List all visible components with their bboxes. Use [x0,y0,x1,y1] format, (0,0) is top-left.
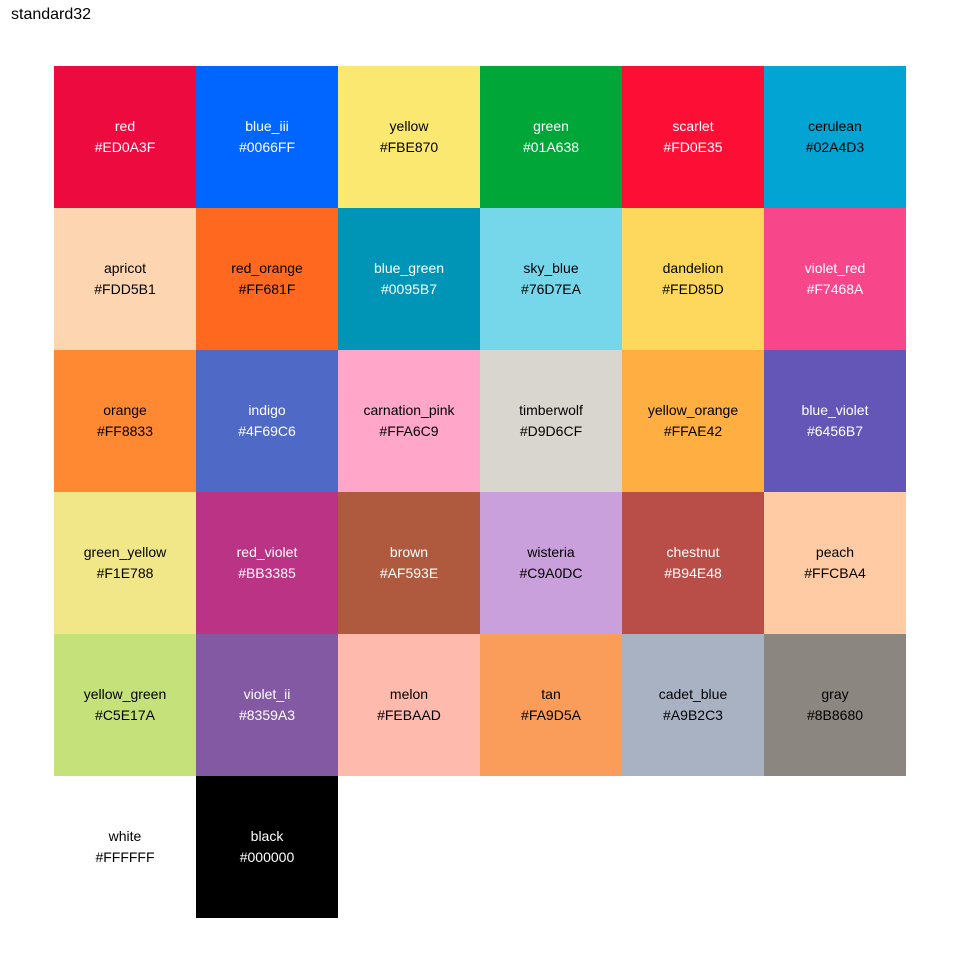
swatch-melon: melon #FEBAAD [338,634,480,776]
swatch-name: green_yellow [83,544,167,560]
swatch-name: sky_blue [523,260,579,276]
swatch-name: blue_violet [801,402,869,418]
swatch-name: indigo [248,402,286,418]
swatch-hex: #BB3385 [238,565,296,581]
swatch-name: peach [815,544,855,560]
swatch-name: wisteria [527,544,575,560]
swatch-tan: tan #FA9D5A [480,634,622,776]
swatch-hex: #FFCBA4 [804,565,866,581]
swatch-hex: #B94E48 [664,565,722,581]
swatch-peach: peach #FFCBA4 [764,492,906,634]
swatch-hex: #FFA6C9 [379,423,439,439]
swatch-name: blue_green [373,260,445,276]
swatch-hex: #C5E17A [95,707,155,723]
swatch-grid: red #ED0A3F blue_iii #0066FF yellow #FBE870 gr… [54,66,906,918]
swatch-name: cadet_blue [658,686,728,702]
swatch-name: yellow_orange [647,402,739,418]
swatch-name: brown [389,544,429,560]
swatch-hex: #AF593E [379,565,439,581]
swatch-violet-ii: violet_ii #8359A3 [196,634,338,776]
swatch-name: blue_iii [245,118,289,134]
swatch-hex: #FDD5B1 [94,281,156,297]
swatch-name: scarlet [672,118,714,134]
swatch-hex: #FA9D5A [521,707,581,723]
swatch-brown: brown #AF593E [338,492,480,634]
swatch-name: carnation_pink [363,402,455,418]
swatch-name: tan [541,686,561,702]
swatch-yellow-green: yellow_green #C5E17A [54,634,196,776]
swatch-hex: #F7468A [806,281,864,297]
swatch-yellow-orange: yellow_orange #FFAE42 [622,350,764,492]
swatch-carnation-pink: carnation_pink #FFA6C9 [338,350,480,492]
swatch-hex: #6456B7 [806,423,864,439]
swatch-blue-iii: blue_iii #0066FF [196,66,338,208]
swatch-apricot: apricot #FDD5B1 [54,208,196,350]
swatch-name: timberwolf [519,402,583,418]
swatch-hex: #FFAE42 [663,423,723,439]
swatch-name: cerulean [808,118,862,134]
swatch-hex: #8359A3 [238,707,296,723]
swatch-hex: #4F69C6 [238,423,296,439]
swatch-hex: #A9B2C3 [663,707,723,723]
swatch-black: black #000000 [196,776,338,918]
swatch-hex: #02A4D3 [805,139,865,155]
swatch-name: green [533,118,569,134]
swatch-white: white #FFFFFF [54,776,196,918]
swatch-name: white [108,828,142,844]
swatch-hex: #76D7EA [521,281,581,297]
swatch-red-orange: red_orange #FF681F [196,208,338,350]
swatch-hex: #000000 [239,849,295,865]
swatch-hex: #FD0E35 [663,139,723,155]
swatch-name: yellow_green [83,686,167,702]
swatch-red-violet: red_violet #BB3385 [196,492,338,634]
swatch-name: violet_red [804,260,866,276]
swatch-chestnut: chestnut #B94E48 [622,492,764,634]
swatch-yellow: yellow #FBE870 [338,66,480,208]
swatch-gray: gray #8B8680 [764,634,906,776]
swatch-hex: #01A638 [522,139,580,155]
swatch-hex: #FF681F [238,281,296,297]
swatch-name: red [114,118,136,134]
swatch-hex: #8B8680 [806,707,864,723]
swatch-hex: #FF8833 [96,423,154,439]
swatch-hex: #FFFFFF [95,849,155,865]
swatch-timberwolf: timberwolf #D9D6CF [480,350,622,492]
swatch-hex: #FED85D [662,281,724,297]
swatch-cerulean: cerulean #02A4D3 [764,66,906,208]
swatch-hex: #FEBAAD [377,707,441,723]
swatch-sky-blue: sky_blue #76D7EA [480,208,622,350]
swatch-blue-violet: blue_violet #6456B7 [764,350,906,492]
swatch-hex: #C9A0DC [519,565,583,581]
swatch-name: red_orange [231,260,303,276]
swatch-cadet-blue: cadet_blue #A9B2C3 [622,634,764,776]
swatch-hex: #0066FF [238,139,296,155]
swatch-name: violet_ii [243,686,291,702]
swatch-hex: #D9D6CF [519,423,583,439]
swatch-name: black [250,828,284,844]
swatch-dandelion: dandelion #FED85D [622,208,764,350]
swatch-hex: #0095B7 [380,281,438,297]
swatch-blue-green: blue_green #0095B7 [338,208,480,350]
swatch-hex: #FBE870 [379,139,439,155]
swatch-red: red #ED0A3F [54,66,196,208]
swatch-green-yellow: green_yellow #F1E788 [54,492,196,634]
chart-title: standard32 [11,6,92,23]
swatch-name: melon [389,686,429,702]
swatch-name: orange [103,402,147,418]
swatch-orange: orange #FF8833 [54,350,196,492]
swatch-hex: #F1E788 [96,565,154,581]
swatch-name: red_violet [236,544,298,560]
swatch-indigo: indigo #4F69C6 [196,350,338,492]
swatch-hex: #ED0A3F [94,139,156,155]
swatch-name: dandelion [662,260,724,276]
swatch-name: gray [821,686,849,702]
swatch-violet-red: violet_red #F7468A [764,208,906,350]
swatch-green: green #01A638 [480,66,622,208]
swatch-name: apricot [103,260,147,276]
swatch-name: chestnut [666,544,720,560]
swatch-name: yellow [389,118,429,134]
swatch-scarlet: scarlet #FD0E35 [622,66,764,208]
swatch-wisteria: wisteria #C9A0DC [480,492,622,634]
